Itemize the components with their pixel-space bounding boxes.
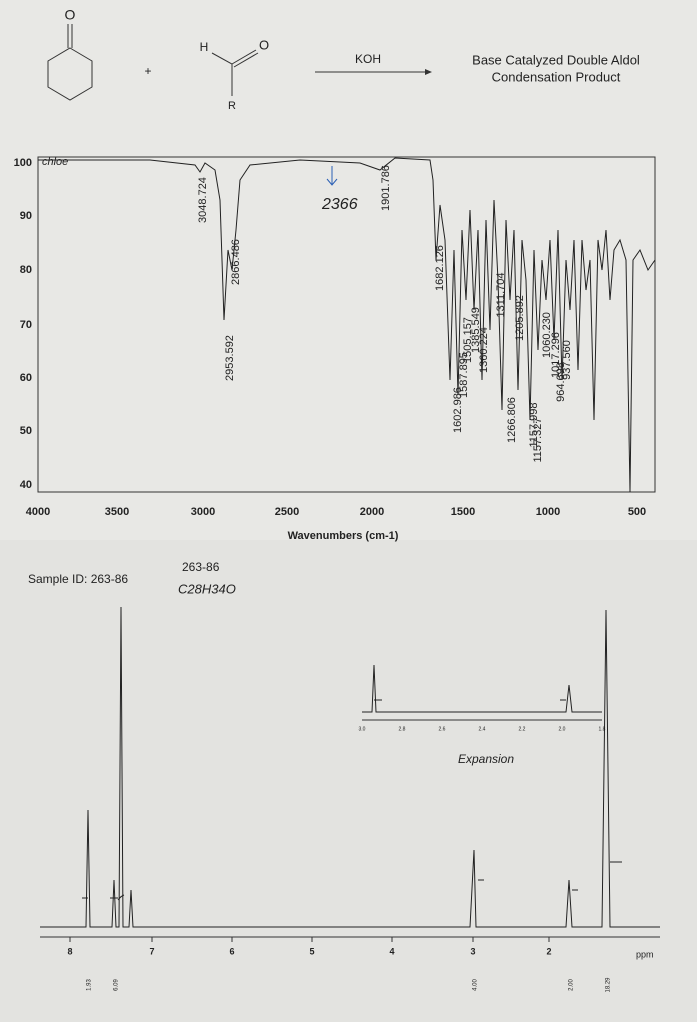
expansion-tick-label: 2.6 — [439, 726, 446, 732]
peak-label: 1360.224 — [478, 327, 490, 373]
peak-label: 1017.296 — [550, 332, 562, 378]
ppm-tick-label: 2 — [546, 946, 551, 956]
peak-label: 2953.592 — [224, 335, 236, 381]
integration: 6.09 — [114, 979, 120, 991]
x-tick-label: 3500 — [105, 506, 129, 518]
expansion-label: Expansion — [458, 752, 514, 766]
handwritten-name: chloe — [42, 156, 68, 168]
peak-label: 1385.549 — [470, 307, 482, 353]
y-tick-label: 100 — [14, 157, 32, 169]
cyclohexanone — [47, 47, 93, 101]
product: Base Catalyzed Double Aldol — [472, 52, 640, 67]
ppm-tick-label: 5 — [309, 946, 314, 956]
x-tick-label: 1000 — [536, 506, 560, 518]
peak-label: 2866.486 — [230, 239, 242, 285]
peak-label: 3048.724 — [197, 177, 209, 223]
x-tick-label: 2000 — [360, 506, 384, 518]
handwritten: 263-86 — [182, 560, 220, 574]
y-tick-label: 80 — [20, 264, 32, 276]
arrowhead — [425, 69, 432, 75]
handwritten: C28H34O — [178, 581, 236, 596]
atom: H — [200, 40, 209, 54]
plus: + — [144, 64, 151, 78]
expansion-tick-label: 2.4 — [479, 726, 486, 732]
x-tick-label: 1500 — [451, 506, 475, 518]
x-tick-label: 3000 — [191, 506, 215, 518]
integration: 18.29 — [606, 977, 612, 993]
expansion-tick-label: 3.0 — [359, 726, 366, 732]
peak-label: 1602.986 — [452, 387, 464, 433]
y-tick-label: 60 — [20, 372, 32, 384]
ir-spectrum: chloe 2366 Wavenumbers (cm-1) 100 90 80 70 6… — [14, 156, 656, 542]
handwritten-note: 2366 — [321, 196, 358, 213]
peak-label: 937.560 — [561, 340, 573, 380]
sample-id: Sample ID: 263-86 — [28, 572, 128, 586]
expansion-tick-label: 2.8 — [399, 726, 406, 732]
ppm-tick-label: 8 — [67, 946, 72, 956]
atom: O — [65, 7, 76, 23]
peak-label: 1587.895 — [458, 352, 470, 398]
peak-label: 964.698 — [555, 362, 567, 402]
x-axis-label: Wavenumbers (cm-1) — [288, 530, 399, 542]
peak-label: 1901.786 — [380, 165, 392, 211]
product: Condensation Product — [492, 69, 621, 84]
nmr-trace — [40, 606, 660, 928]
peak-label: 1682.126 — [434, 245, 446, 291]
y-tick-label: 40 — [20, 479, 32, 491]
peak-label: 1311.704 — [495, 272, 507, 317]
ir-trace — [38, 157, 656, 493]
reagent: KOH — [355, 52, 381, 66]
expansion-tick-label: 2.2 — [519, 726, 526, 732]
peak-label: 1205.892 — [514, 295, 526, 341]
x-tick-label: 4000 — [26, 506, 50, 518]
peak-label: 1157.327 — [532, 417, 544, 462]
peak-label: 1060.230 — [541, 312, 553, 358]
bond — [231, 49, 257, 65]
integral-curves — [82, 861, 622, 901]
peak-label: 1157.998 — [528, 402, 540, 447]
peak-label: 1266.806 — [506, 397, 518, 443]
ppm-tick-label: 6 — [229, 946, 234, 956]
expansion-tick-label: 1.8 — [599, 726, 606, 732]
integration: 2.00 — [569, 979, 575, 991]
integration: 1.93 — [87, 979, 93, 991]
y-tick-label: 50 — [20, 425, 32, 437]
x-tick-label: 2500 — [275, 506, 299, 518]
ppm-tick-label: 3 — [470, 946, 475, 956]
atom: O — [259, 37, 269, 52]
expansion-tick-label: 2.0 — [559, 726, 566, 732]
peak-label: 1505.157 — [462, 317, 474, 363]
nmr-spectrum: Sample ID: 263-86 263-86 C28H34O Expansi… — [28, 560, 660, 993]
ppm-label: ppm — [636, 949, 654, 959]
x-tick-label: 500 — [628, 506, 646, 518]
handwritten-arrow — [326, 166, 338, 186]
ppm-tick-label: 4 — [389, 946, 394, 956]
ppm-tick-label: 7 — [149, 946, 154, 956]
atom: R — [228, 100, 236, 112]
y-tick-label: 70 — [20, 319, 32, 331]
y-tick-label: 90 — [20, 210, 32, 222]
integration: 4.00 — [473, 979, 479, 991]
bond — [233, 52, 259, 68]
expansion-trace — [362, 664, 602, 713]
reaction-scheme: O + H O R KOH Base Catalyzed Double Aldo… — [47, 7, 640, 112]
ir-frame — [37, 156, 656, 493]
nmr-sheet — [0, 540, 697, 1022]
